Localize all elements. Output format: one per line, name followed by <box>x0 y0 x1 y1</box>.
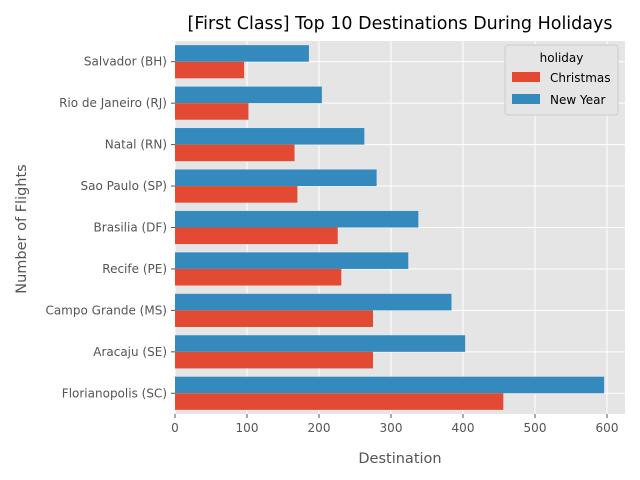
x-tick-label: 600 <box>596 421 619 435</box>
x-tick-label: 500 <box>524 421 547 435</box>
bar-christmas <box>175 144 295 162</box>
y-tick-label: Brasilia (DF) <box>94 221 167 235</box>
y-tick-label: Salvador (BH) <box>84 55 167 69</box>
y-tick-label: Aracaju (SE) <box>93 345 167 359</box>
bar-new-year <box>175 169 377 187</box>
bars <box>175 45 605 410</box>
y-tick-label: Natal (RN) <box>105 138 167 152</box>
bar-christmas <box>175 351 373 369</box>
x-tick-label: 300 <box>380 421 403 435</box>
y-tick-label: Recife (PE) <box>102 262 167 276</box>
y-axis-label: Number of Flights <box>14 164 30 293</box>
y-tick-label: Sao Paulo (SP) <box>81 179 168 193</box>
x-axis-label: Destination <box>358 451 441 467</box>
legend-label-christmas: Christmas <box>550 71 611 85</box>
bar-new-year <box>175 252 409 269</box>
bar-new-year <box>175 128 365 145</box>
bar-christmas <box>175 227 338 245</box>
x-tick-label: 0 <box>171 421 179 435</box>
bar-new-year <box>175 86 322 104</box>
bar-christmas <box>175 186 298 203</box>
x-tick-label: 400 <box>452 421 475 435</box>
bar-new-year <box>175 45 309 62</box>
bar-christmas <box>175 103 249 120</box>
bar-christmas <box>175 310 373 327</box>
y-axis-ticks: Salvador (BH) Rio de Janeiro (RJ) Natal (R… <box>45 55 175 400</box>
bar-christmas <box>175 268 342 286</box>
bar-christmas <box>175 61 245 79</box>
bar-new-year <box>175 210 419 228</box>
x-tick-label: 200 <box>308 421 331 435</box>
y-tick-label: Rio de Janeiro (RJ) <box>59 96 167 110</box>
bar-christmas <box>175 393 504 410</box>
legend-label-new-year: New Year <box>550 93 605 107</box>
bar-new-year <box>175 376 605 394</box>
legend-swatch-new-year <box>512 94 540 104</box>
bar-new-year <box>175 293 452 311</box>
y-tick-label: Campo Grande (MS) <box>45 303 167 317</box>
legend-title: holiday <box>540 51 584 65</box>
y-tick-label: Florianopolis (SC) <box>62 386 167 400</box>
chart-title: [First Class] Top 10 Destinations During… <box>188 14 613 34</box>
x-tick-label: 100 <box>236 421 259 435</box>
legend: holiday Christmas New Year <box>504 44 619 116</box>
x-axis-ticks: 0 100 200 300 400 500 600 <box>171 414 618 435</box>
bar-new-year <box>175 335 466 352</box>
legend-swatch-christmas <box>512 72 540 82</box>
